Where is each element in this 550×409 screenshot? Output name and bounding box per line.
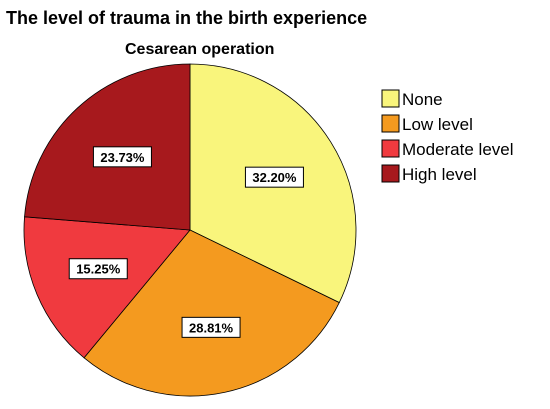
legend-label: None bbox=[402, 90, 443, 109]
legend-swatch bbox=[381, 114, 400, 133]
legend-item-low-level: Low level bbox=[381, 114, 473, 134]
data-label-text: 23.73% bbox=[100, 150, 145, 165]
legend-swatch bbox=[381, 89, 400, 108]
legend-label: Moderate level bbox=[402, 140, 514, 159]
legend-label: Low level bbox=[402, 115, 473, 134]
data-label-moderate-level: 15.25% bbox=[68, 258, 128, 280]
pie-slice-low-level bbox=[83, 229, 340, 397]
legend-item-moderate-level: Moderate level bbox=[381, 139, 514, 159]
data-label-box bbox=[181, 316, 241, 338]
data-label-box bbox=[92, 146, 152, 168]
data-label-low-level: 28.81% bbox=[181, 316, 241, 338]
legend-swatch bbox=[381, 164, 400, 183]
legend-item-none: None bbox=[381, 89, 443, 109]
data-label-none: 32.20% bbox=[244, 166, 304, 188]
legend-item-high-level: High level bbox=[381, 164, 477, 184]
chart-subtitle: Cesarean operation bbox=[125, 41, 274, 58]
data-labels: 32.20% 28.81% 15.25% 23.73% bbox=[68, 146, 304, 338]
legend: None Low level Moderate level High level bbox=[381, 89, 514, 184]
pie-slices bbox=[23, 63, 357, 397]
data-label-box bbox=[68, 258, 128, 280]
chart-title: The level of trauma in the birth experie… bbox=[6, 8, 367, 28]
data-label-text: 15.25% bbox=[76, 262, 121, 277]
data-label-text: 32.20% bbox=[252, 170, 297, 185]
pie-slice-moderate-level bbox=[23, 216, 191, 359]
legend-label: High level bbox=[402, 165, 477, 184]
legend-swatch bbox=[381, 139, 400, 158]
data-label-text: 28.81% bbox=[189, 320, 234, 335]
data-label-high-level: 23.73% bbox=[92, 146, 152, 168]
data-label-box bbox=[244, 166, 304, 188]
